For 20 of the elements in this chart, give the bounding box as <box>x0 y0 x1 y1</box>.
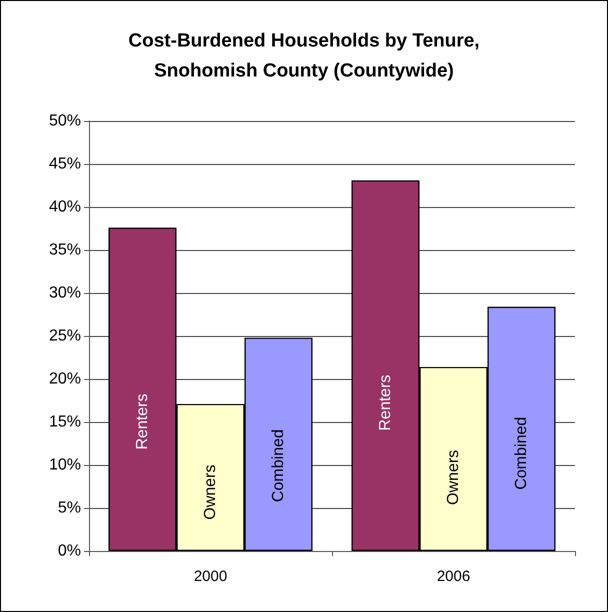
y-tick-label: 40% <box>48 198 81 216</box>
y-tick-label: 25% <box>48 328 81 344</box>
series-label: Combined <box>270 429 287 502</box>
y-tick-label: 35% <box>48 242 81 258</box>
text: Owners <box>202 464 219 520</box>
y-tick-label: 5% <box>58 500 81 516</box>
y-tick-label: 0% <box>58 542 81 560</box>
text: Renters <box>134 394 151 450</box>
y-tick-label: 50% <box>48 112 81 130</box>
x-tick-label: 2006 <box>436 568 470 585</box>
series-label: Renters <box>377 374 394 431</box>
y-tick-label: 15% <box>48 414 81 430</box>
y-tick-label: 10% <box>48 456 81 474</box>
y-tick-label: 45% <box>48 156 81 172</box>
series-label: Owners <box>445 450 462 505</box>
chart-title: Cost-Burdened Households by Tenure, Snohomish County (Countywide) <box>128 30 480 82</box>
y-tick-label: 30% <box>48 284 81 302</box>
text: Combined <box>513 416 530 490</box>
y-tick-label: 20% <box>48 370 81 388</box>
x-tick-label: 2000 <box>194 568 228 585</box>
